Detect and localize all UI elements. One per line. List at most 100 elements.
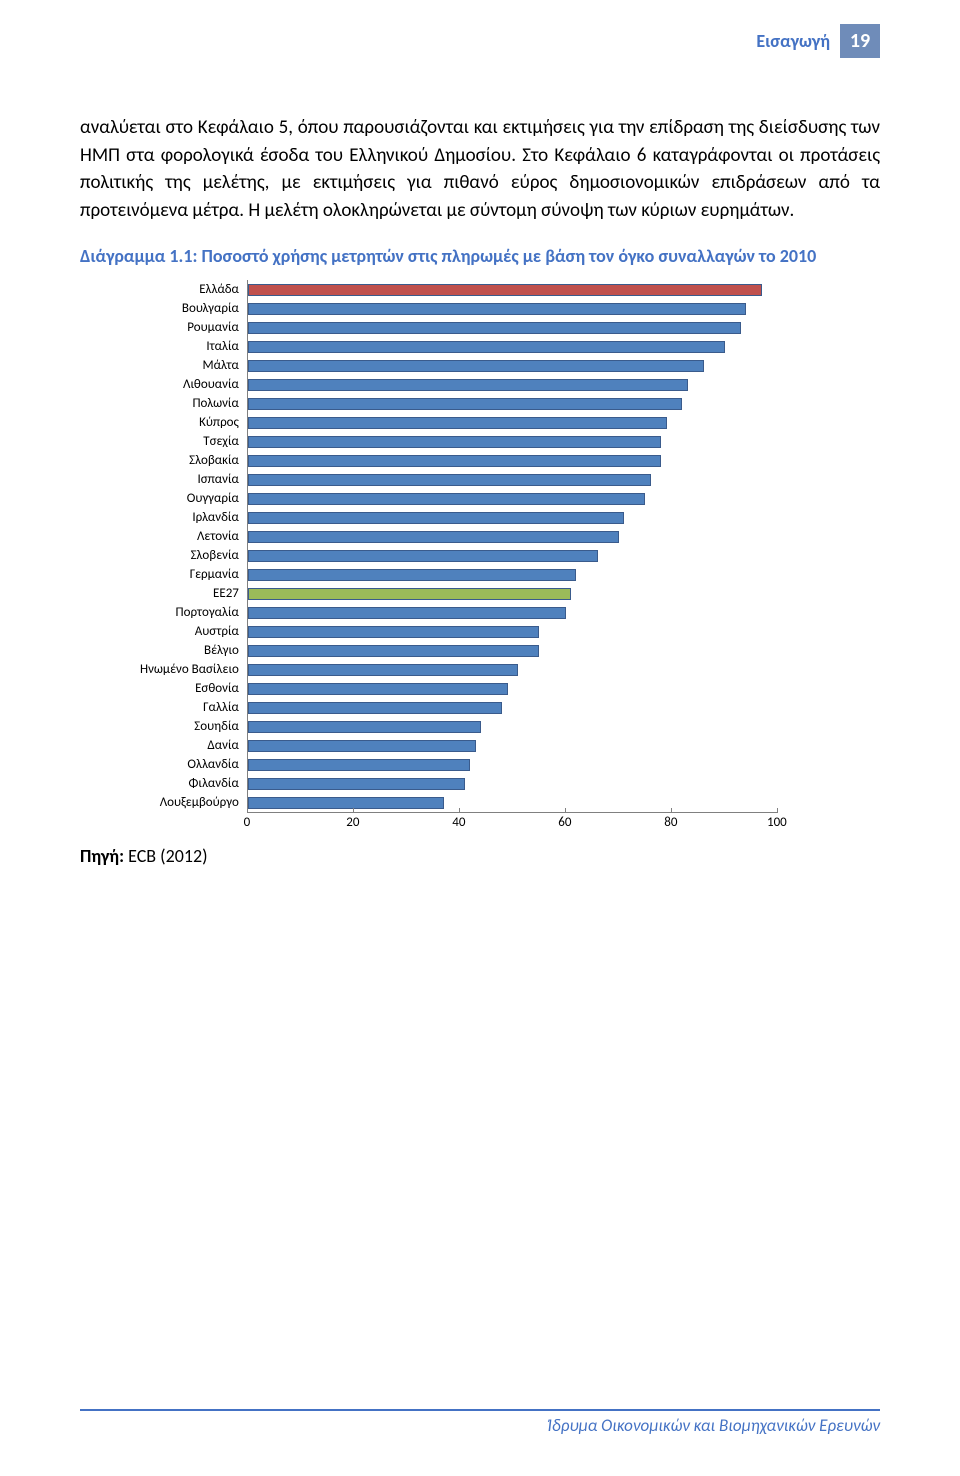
source-label: Πηγή: xyxy=(80,845,124,867)
bar xyxy=(248,702,502,714)
y-axis-label: Ρουμανία xyxy=(140,318,239,337)
page-number: 19 xyxy=(840,24,880,58)
bar xyxy=(248,455,661,467)
y-axis-label: Δανία xyxy=(140,736,239,755)
x-axis: 020406080100 xyxy=(247,813,777,835)
body-paragraph: αναλύεται στο Κεφάλαιο 5, όπου παρουσιάζ… xyxy=(80,114,880,224)
y-axis-label: Βουλγαρία xyxy=(140,299,239,318)
source-value: ECB (2012) xyxy=(128,845,207,867)
bar-row xyxy=(248,527,777,546)
bar xyxy=(248,550,598,562)
y-axis-label: Σλοβενία xyxy=(140,546,239,565)
footer-text: Ίδρυμα Οικονομικών και Βιομηχανικών Ερευ… xyxy=(548,1415,880,1436)
bar-row xyxy=(248,337,777,356)
bar xyxy=(248,341,725,353)
bar xyxy=(248,303,746,315)
y-axis-label: Λιθουανία xyxy=(140,375,239,394)
y-axis-label: Φιλανδία xyxy=(140,774,239,793)
bar-row xyxy=(248,698,777,717)
bar xyxy=(248,683,508,695)
y-axis-label: Μάλτα xyxy=(140,356,239,375)
y-axis-label: Ισπανία xyxy=(140,470,239,489)
bar-row xyxy=(248,793,777,812)
bar xyxy=(248,398,683,410)
bar xyxy=(248,474,651,486)
x-tick-label: 20 xyxy=(346,815,359,830)
bar-row xyxy=(248,660,777,679)
bar xyxy=(248,721,481,733)
x-tick-mark xyxy=(247,808,248,813)
bar-row xyxy=(248,432,777,451)
y-axis-label: Σλοβακία xyxy=(140,451,239,470)
y-axis-label: Γαλλία xyxy=(140,698,239,717)
bar xyxy=(248,645,540,657)
bar-row xyxy=(248,584,777,603)
y-axis-label: Πολωνία xyxy=(140,394,239,413)
bars-container xyxy=(247,280,777,813)
y-axis-label: ΕΕ27 xyxy=(140,584,239,603)
bar xyxy=(248,512,624,524)
bar-row xyxy=(248,546,777,565)
y-axis-label: Γερμανία xyxy=(140,565,239,584)
page-header: Εισαγωγή 19 xyxy=(80,0,880,58)
bar-row xyxy=(248,451,777,470)
bar-row xyxy=(248,280,777,299)
x-tick-label: 100 xyxy=(767,815,787,830)
y-axis-label: Ελλάδα xyxy=(140,280,239,299)
plot-area: 020406080100 xyxy=(247,280,777,835)
y-axis-label: Πορτογαλία xyxy=(140,603,239,622)
y-axis-label: Λουξεμβούργο xyxy=(140,793,239,812)
bar xyxy=(248,531,619,543)
bar xyxy=(248,417,667,429)
bar-row xyxy=(248,318,777,337)
chart-title: Διάγραμμα 1.1: Ποσοστό χρήσης μετρητών σ… xyxy=(80,244,880,268)
y-axis-label: Ιρλανδία xyxy=(140,508,239,527)
bar-row xyxy=(248,679,777,698)
bar-row xyxy=(248,755,777,774)
y-axis-label: Ουγγαρία xyxy=(140,489,239,508)
x-tick-label: 40 xyxy=(452,815,465,830)
bar-row xyxy=(248,717,777,736)
bar-row xyxy=(248,394,777,413)
bar xyxy=(248,569,577,581)
bar-row xyxy=(248,470,777,489)
page: Εισαγωγή 19 αναλύεται στο Κεφάλαιο 5, όπ… xyxy=(0,0,960,1476)
bar-row xyxy=(248,375,777,394)
x-tick-mark xyxy=(459,808,460,813)
bar xyxy=(248,493,646,505)
bar xyxy=(248,664,518,676)
bar-row xyxy=(248,489,777,508)
bar-row xyxy=(248,356,777,375)
y-axis-label: Ηνωμένο Βασίλειο xyxy=(140,660,239,679)
y-axis-label: Αυστρία xyxy=(140,622,239,641)
y-axis-label: Κύπρος xyxy=(140,413,239,432)
x-tick-label: 0 xyxy=(244,815,251,830)
bar xyxy=(248,322,741,334)
x-tick-label: 60 xyxy=(558,815,571,830)
bar xyxy=(248,379,688,391)
x-tick-mark xyxy=(671,808,672,813)
bar xyxy=(248,740,476,752)
bar xyxy=(248,797,444,809)
x-tick-label: 80 xyxy=(664,815,677,830)
y-axis-label: Εσθονία xyxy=(140,679,239,698)
bar-row xyxy=(248,299,777,318)
y-axis-label: Βέλγιο xyxy=(140,641,239,660)
bar xyxy=(248,778,465,790)
bar-row xyxy=(248,603,777,622)
chart-source: Πηγή: ECB (2012) xyxy=(80,845,880,867)
bar-row xyxy=(248,641,777,660)
bar-row xyxy=(248,622,777,641)
bar xyxy=(248,284,762,296)
bar xyxy=(248,626,540,638)
y-axis-labels: ΕλλάδαΒουλγαρίαΡουμανίαΙταλίαΜάλταΛιθουα… xyxy=(140,280,247,835)
x-tick-mark xyxy=(565,808,566,813)
bar xyxy=(248,360,704,372)
bar-row xyxy=(248,508,777,527)
y-axis-label: Λετονία xyxy=(140,527,239,546)
bar-row xyxy=(248,736,777,755)
y-axis-label: Σουηδία xyxy=(140,717,239,736)
y-axis-label: Τσεχία xyxy=(140,432,239,451)
chart: ΕλλάδαΒουλγαρίαΡουμανίαΙταλίαΜάλταΛιθουα… xyxy=(140,280,880,835)
x-tick-mark xyxy=(353,808,354,813)
